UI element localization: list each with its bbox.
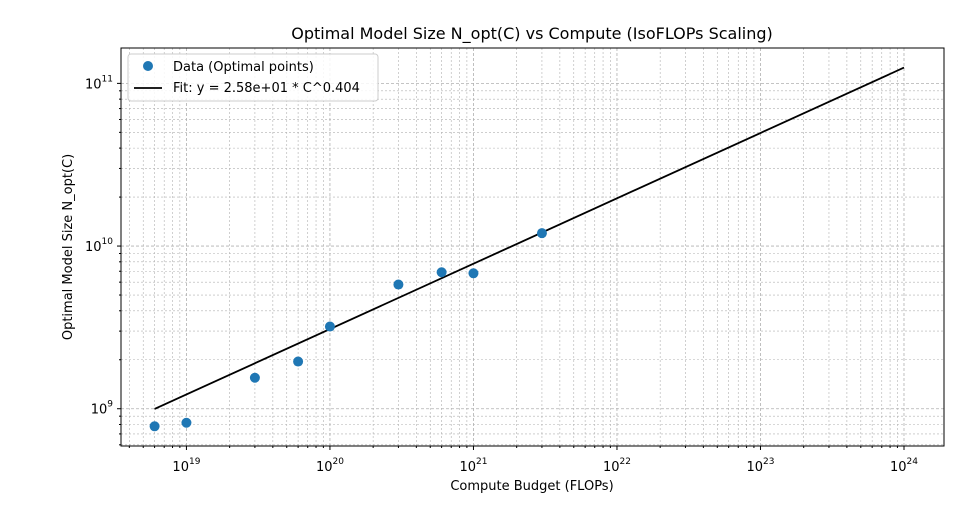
legend-box bbox=[127, 53, 379, 102]
y-axis-label: Optimal Model Size N_opt(C) bbox=[61, 154, 76, 340]
grid-layer bbox=[121, 48, 944, 446]
data-point bbox=[249, 372, 260, 383]
x-tick-label: 1020 bbox=[316, 457, 344, 475]
x-tick-label: 1021 bbox=[459, 457, 487, 475]
y-tick-label: 109 bbox=[91, 400, 114, 418]
fit-line bbox=[154, 66, 905, 410]
legend-label-data: Data (Optimal points) bbox=[173, 60, 314, 75]
data-point bbox=[324, 321, 335, 332]
legend: Data (Optimal points) Fit: y = 2.58e+01 … bbox=[127, 53, 379, 102]
data-point bbox=[536, 228, 547, 239]
data-point bbox=[181, 417, 192, 428]
series-layer bbox=[149, 66, 905, 432]
y-tick-label: 1011 bbox=[85, 74, 113, 92]
x-tick-label: 1019 bbox=[172, 457, 200, 475]
axes-layer: 1019 1020 1021 1022 1023 1024 109 1010 1011 bbox=[85, 47, 945, 475]
plot-frame bbox=[120, 47, 945, 447]
x-axis-label: Compute Budget (FLOPs) bbox=[450, 479, 613, 494]
legend-label-fit: Fit: y = 2.58e+01 * C^0.404 bbox=[173, 81, 360, 96]
x-tick-label: 1024 bbox=[890, 457, 918, 475]
data-point bbox=[149, 421, 160, 432]
data-point bbox=[293, 356, 304, 367]
y-tick-label: 1010 bbox=[85, 237, 113, 255]
chart-title: Optimal Model Size N_opt(C) vs Compute (… bbox=[291, 24, 773, 44]
data-point bbox=[393, 279, 404, 290]
x-tick-label: 1022 bbox=[603, 457, 631, 475]
legend-marker-data bbox=[143, 61, 153, 71]
x-tick-label: 1023 bbox=[746, 457, 774, 475]
data-point bbox=[436, 267, 447, 278]
data-point bbox=[468, 268, 479, 279]
